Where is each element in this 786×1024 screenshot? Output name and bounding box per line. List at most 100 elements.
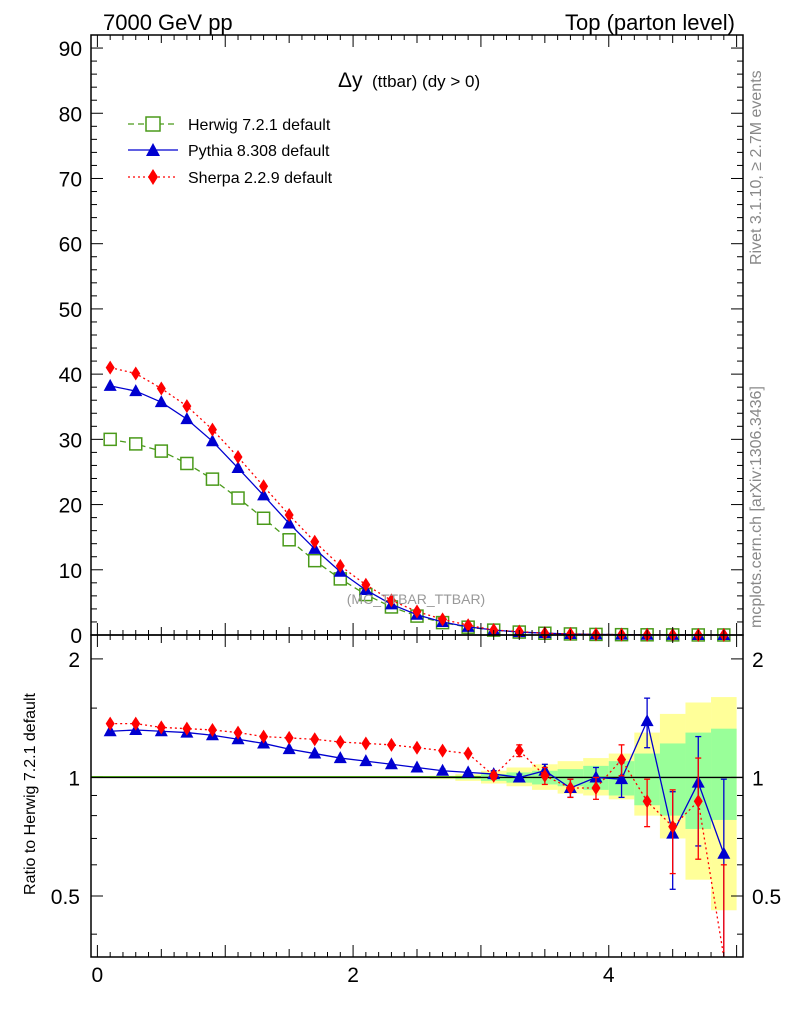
header-right: Top (parton level) bbox=[565, 10, 735, 35]
sherpa-ratio-point bbox=[259, 729, 269, 744]
sherpa-ratio-point bbox=[386, 737, 396, 752]
pythia-main-point bbox=[129, 384, 143, 397]
sherpa-ratio-point bbox=[412, 740, 422, 755]
pythia-ratio-point bbox=[359, 754, 373, 767]
main-ytick-label: 80 bbox=[59, 103, 82, 126]
sherpa-ratio-point bbox=[540, 768, 550, 783]
sherpa-main-point bbox=[182, 399, 192, 414]
ratio-ytick-label-left: 0.5 bbox=[51, 886, 80, 909]
sherpa-ratio-point bbox=[233, 725, 243, 740]
sherpa-ratio-point bbox=[668, 819, 678, 834]
ratio-ytick-label-right: 2 bbox=[752, 649, 764, 672]
pythia-ratio-point bbox=[282, 742, 296, 755]
pythia-main-point bbox=[282, 516, 296, 529]
main-ytick-label: 50 bbox=[59, 299, 82, 322]
main-ytick-label: 70 bbox=[59, 168, 82, 191]
sherpa-ratio-point bbox=[156, 720, 166, 735]
sherpa-ratio-point bbox=[463, 746, 473, 761]
legend: Herwig 7.2.1 default Pythia 8.308 defaul… bbox=[128, 116, 333, 187]
sherpa-main-point bbox=[412, 604, 422, 619]
ratio-ytick-label-left: 2 bbox=[68, 649, 80, 672]
sherpa-ratio-point bbox=[514, 743, 524, 758]
sherpa-main-point bbox=[156, 381, 166, 396]
main-ytick-label: 10 bbox=[59, 560, 82, 583]
sherpa-ratio-point bbox=[617, 752, 627, 767]
legend-herwig-marker bbox=[145, 116, 161, 132]
pythia-ratio-point bbox=[589, 770, 603, 783]
herwig-main-point bbox=[128, 437, 143, 451]
pythia-main-point bbox=[103, 378, 117, 391]
main-ytick-label: 40 bbox=[59, 364, 82, 387]
main-ytick-label: 0 bbox=[70, 625, 82, 648]
sherpa-ratio-point bbox=[591, 781, 601, 796]
pythia-ratio-point bbox=[461, 765, 475, 778]
sherpa-main-point bbox=[131, 366, 141, 381]
analysis-watermark: (MC_TTBAR_TTBAR) bbox=[347, 591, 485, 607]
sherpa-ratio-point bbox=[565, 781, 575, 796]
herwig-main-point bbox=[103, 432, 117, 447]
sherpa-ratio-point bbox=[489, 768, 499, 783]
main-title: Δy (ttbar) (dy > 0) bbox=[338, 69, 480, 92]
pythia-ratio-point bbox=[410, 760, 424, 773]
axis-ticks bbox=[91, 35, 743, 957]
herwig-main-point bbox=[205, 472, 220, 486]
ratio-ytick-label-right: 1 bbox=[752, 767, 764, 790]
pythia-main-point bbox=[205, 434, 219, 447]
pythia-main-point bbox=[180, 412, 194, 425]
pythia-ratio-point bbox=[384, 757, 398, 770]
pythia-main-point bbox=[154, 395, 168, 408]
sherpa-ratio-point bbox=[105, 716, 115, 731]
ratio-xtick-label: 2 bbox=[347, 964, 359, 987]
ratio-ylabel: Ratio to Herwig 7.2.1 default bbox=[22, 693, 39, 895]
sherpa-ratio-point bbox=[642, 794, 652, 809]
sherpa-main-point bbox=[105, 360, 115, 375]
sherpa-main-point bbox=[438, 612, 448, 627]
herwig-main-point bbox=[282, 533, 296, 547]
herwig-main-point bbox=[256, 511, 271, 526]
sherpa-main-point bbox=[310, 534, 320, 549]
rivet-label: Rivet 3.1.10, ≥ 2.7M events bbox=[748, 70, 765, 265]
main-ytick-label: 60 bbox=[59, 234, 82, 257]
pythia-ratio-point bbox=[717, 846, 731, 859]
sherpa-main-point bbox=[463, 618, 473, 633]
sherpa-ratio-point bbox=[335, 735, 345, 750]
sherpa-ratio-point bbox=[693, 794, 703, 809]
legend-pythia-label: Pythia 8.308 default bbox=[188, 143, 330, 160]
sherpa-ratio-point bbox=[284, 730, 294, 745]
herwig-main-point bbox=[307, 553, 322, 568]
legend-pythia-marker bbox=[146, 143, 160, 156]
mcplots-label: mcplots.cern.ch [arXiv:1306.3436] bbox=[748, 386, 765, 628]
sherpa-main-point bbox=[361, 577, 371, 592]
sherpa-main-point bbox=[259, 479, 269, 494]
sherpa-ratio-point bbox=[361, 736, 371, 751]
sherpa-main-point bbox=[386, 593, 396, 608]
sherpa-main-point bbox=[284, 508, 294, 522]
herwig-main-point bbox=[154, 444, 169, 458]
legend-sherpa-marker bbox=[148, 169, 158, 185]
pythia-ratio-point bbox=[308, 746, 322, 759]
chart-title: Δy bbox=[338, 69, 363, 92]
sherpa-main-point bbox=[233, 449, 243, 464]
main-ytick-label: 20 bbox=[59, 495, 82, 518]
sherpa-ratio-point bbox=[207, 722, 217, 737]
sherpa-ratio-point bbox=[438, 743, 448, 758]
ratio-panel-marks bbox=[103, 697, 731, 958]
sherpa-main-point bbox=[207, 422, 217, 437]
pythia-ratio-point bbox=[512, 770, 526, 783]
pythia-ratio-point bbox=[615, 772, 629, 785]
legend-sherpa-label: Sherpa 2.2.9 default bbox=[188, 170, 333, 187]
pythia-ratio-point bbox=[436, 763, 450, 776]
sherpa-main-point bbox=[335, 558, 345, 573]
chart-title-suffix: (ttbar) (dy > 0) bbox=[372, 72, 480, 91]
ratio-ytick-label-left: 1 bbox=[68, 767, 80, 790]
pythia-main-point bbox=[231, 461, 245, 474]
main-ytick-label: 30 bbox=[59, 429, 82, 452]
sherpa-ratio-point bbox=[310, 732, 320, 747]
pythia-main-point bbox=[257, 488, 271, 501]
herwig-main-point bbox=[231, 491, 245, 505]
ratio-xtick-label: 4 bbox=[603, 964, 615, 987]
sherpa-ratio-point bbox=[182, 721, 192, 736]
ratio-xtick-label: 0 bbox=[92, 964, 104, 987]
